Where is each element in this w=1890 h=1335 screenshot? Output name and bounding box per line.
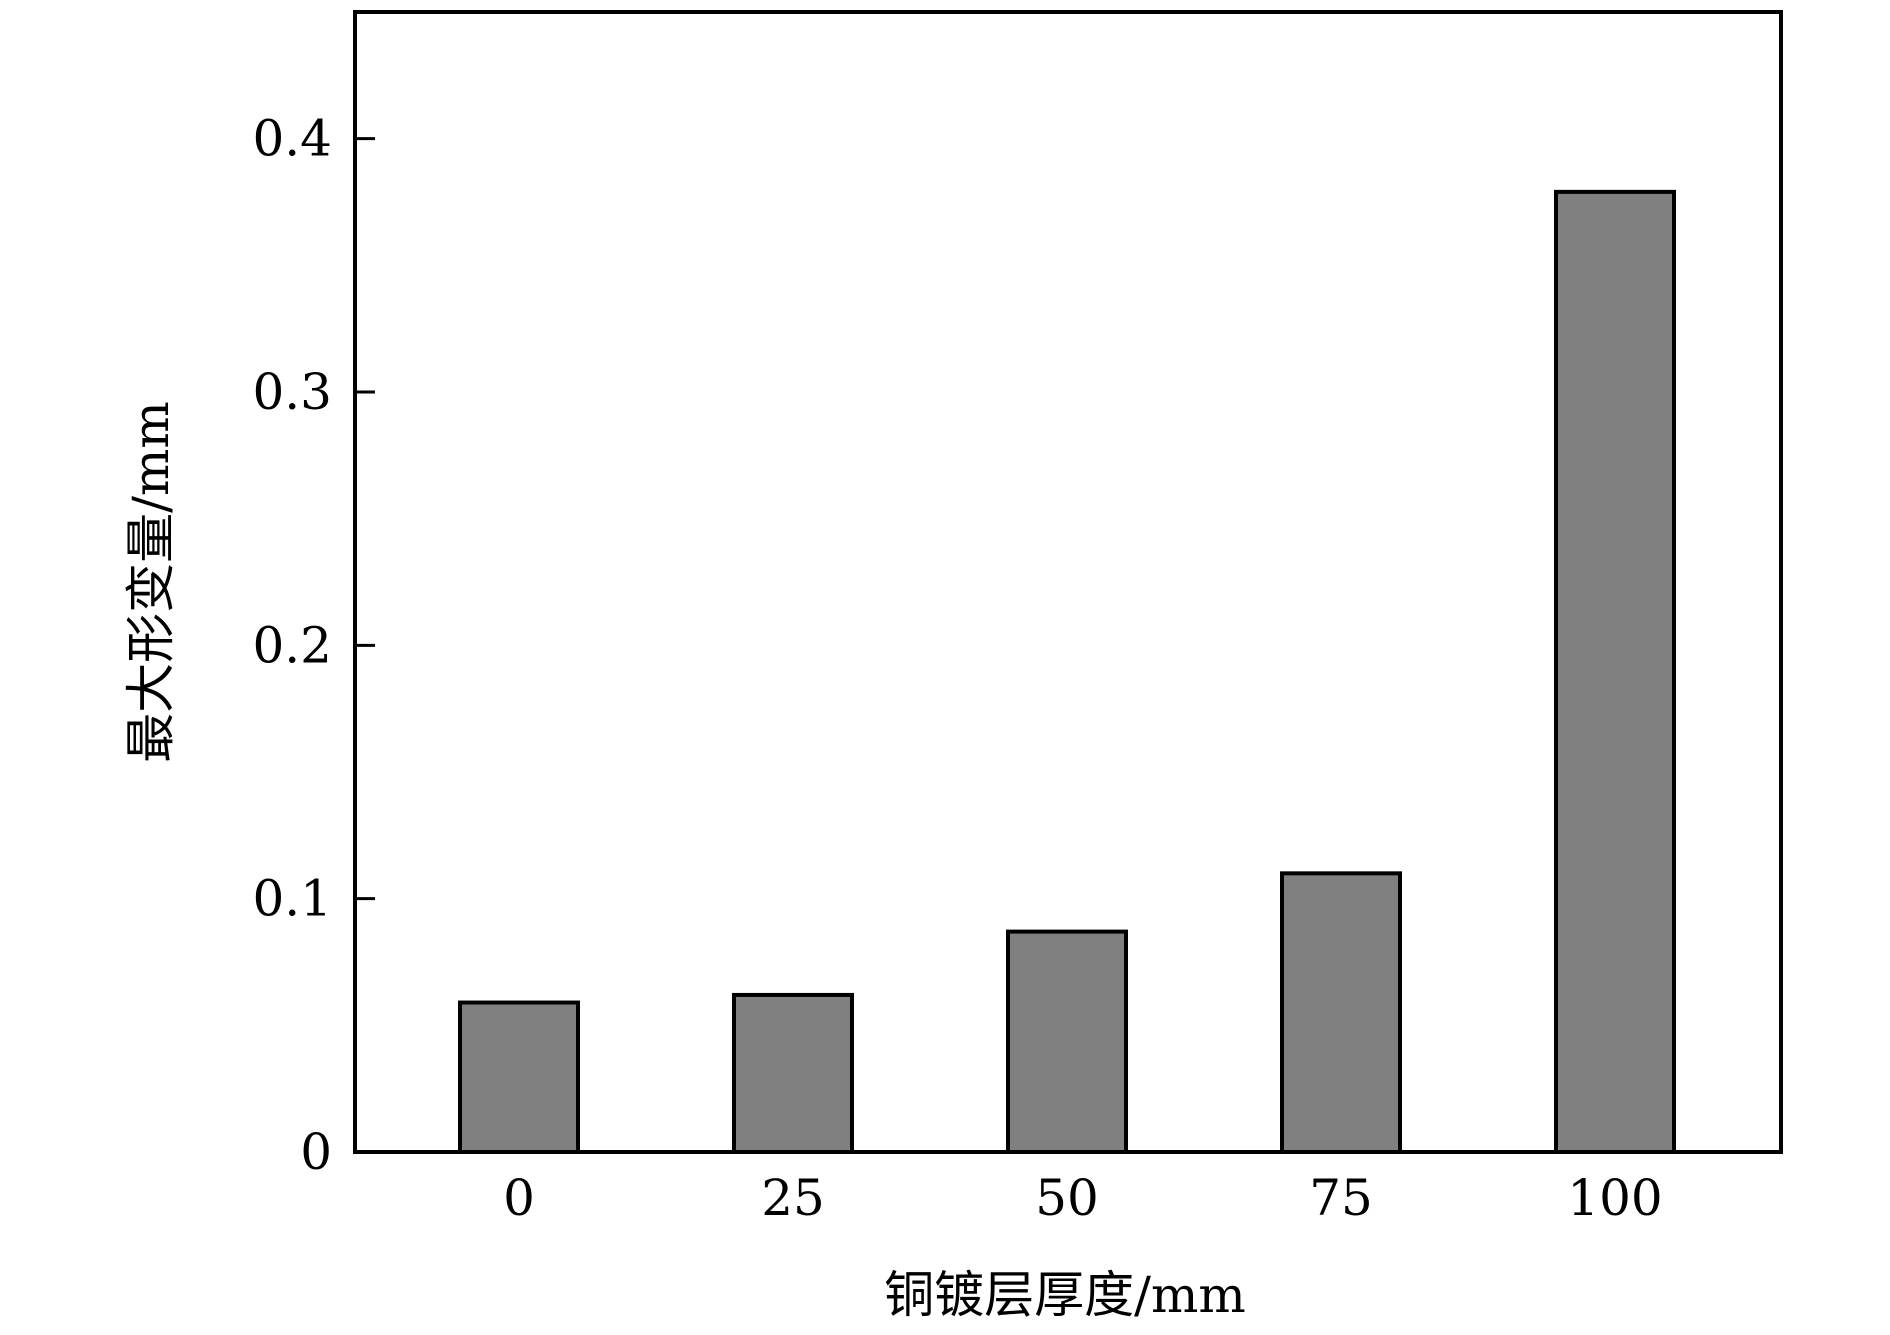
x-tick-label-50: 50 [1035, 1169, 1099, 1227]
y-tick-label-0: 0 [300, 1123, 332, 1181]
x-tick-label-25: 25 [761, 1169, 825, 1227]
y-tick-label-0.3: 0.3 [252, 363, 332, 421]
bar-100 [1554, 189, 1676, 1155]
x-axis-title: 铜镀层厚度/mm [884, 1266, 1246, 1324]
bar-50 [1006, 929, 1128, 1154]
bars-group [458, 189, 1676, 1155]
bar-25 [732, 992, 854, 1155]
x-tick-label-0: 0 [503, 1169, 535, 1227]
x-tick-label-75: 75 [1309, 1169, 1373, 1227]
x-tick-label-100: 100 [1567, 1169, 1662, 1227]
y-tick-label-0.2: 0.2 [252, 616, 332, 674]
y-tick-label-0.1: 0.1 [252, 870, 332, 928]
y-tick-label-0.4: 0.4 [252, 110, 332, 168]
plot-frame [353, 10, 1783, 1154]
x-axis-tick-labels: 0 25 50 75 100 [503, 1169, 1663, 1227]
y-axis-title: 最大形变量/mm [122, 401, 180, 763]
bar-75 [1280, 871, 1402, 1154]
y-axis-tick-labels: 0 0.1 0.2 0.3 0.4 [252, 110, 332, 1181]
y-axis-ticks [355, 137, 375, 901]
bar-0 [458, 1000, 580, 1154]
